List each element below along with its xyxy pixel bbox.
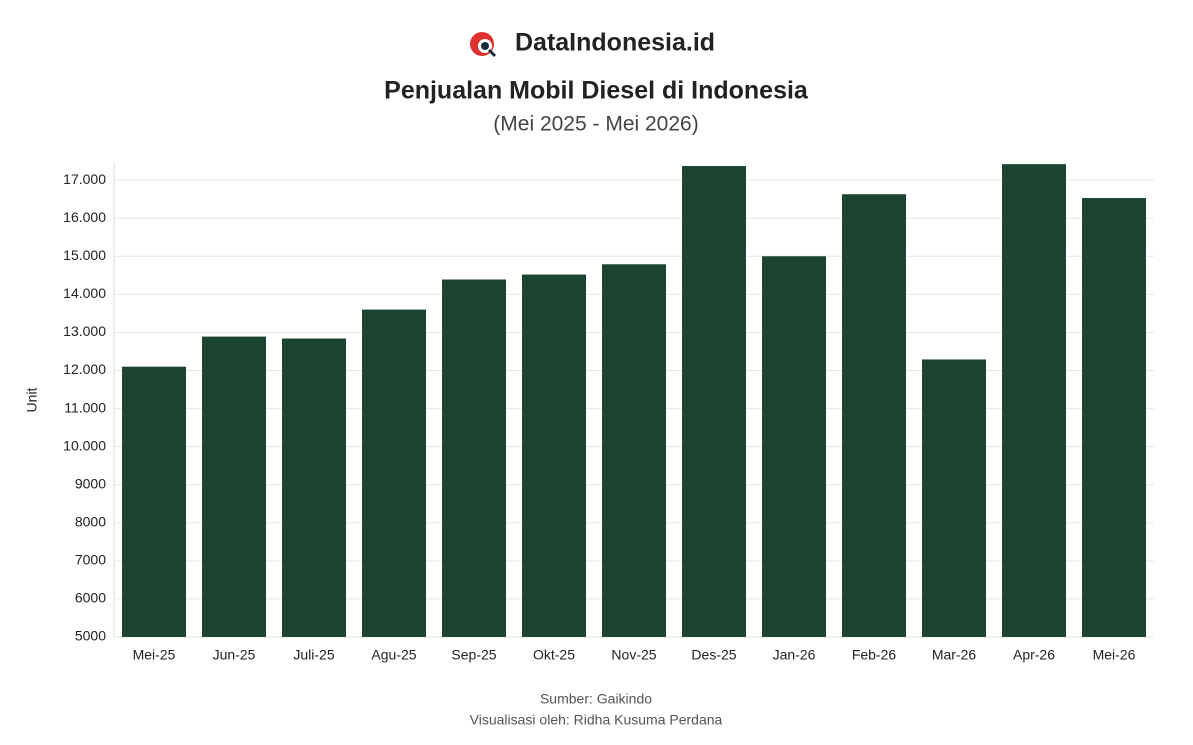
bar [602, 264, 666, 637]
bar [522, 274, 586, 637]
bar [1082, 198, 1146, 638]
x-tick-label: Jan-26 [773, 647, 816, 663]
y-tick-label: 15.000 [63, 247, 106, 263]
bar [202, 336, 266, 637]
y-tick-label: 16.000 [63, 209, 106, 225]
logo [470, 32, 497, 58]
x-tick-label: Juli-25 [293, 647, 334, 663]
bar [362, 309, 426, 637]
bar [922, 359, 986, 637]
bar [842, 194, 906, 637]
x-tick-label: Agu-25 [371, 647, 416, 663]
bar [282, 338, 346, 637]
y-tick-label: 10.000 [63, 437, 106, 453]
y-axis-label: Unit [24, 387, 40, 412]
chart-subtitle: (Mei 2025 - Mei 2026) [493, 113, 698, 136]
y-tick-label: 11.000 [64, 399, 106, 415]
y-tick-label: 7000 [75, 552, 106, 568]
bar [1002, 164, 1066, 638]
bar [762, 256, 826, 637]
x-tick-label: Mei-25 [133, 647, 176, 663]
bar [122, 366, 186, 637]
x-tick-label: Nov-25 [611, 647, 656, 663]
y-tick-label: 13.000 [63, 323, 106, 339]
source: Sumber: Gaikindo [540, 691, 652, 707]
x-tick-label: Mei-26 [1093, 647, 1136, 663]
x-tick-label: Des-25 [691, 647, 736, 663]
bar [682, 166, 746, 637]
y-tick-label: 12.000 [63, 361, 106, 377]
y-tick-label: 5000 [75, 628, 106, 644]
x-tick-label: Feb-26 [852, 647, 897, 663]
x-tick-label: Okt-25 [533, 647, 575, 663]
x-tick-label: Mar-26 [932, 647, 977, 663]
y-tick-label: 6000 [75, 590, 106, 606]
y-tick-label: 17.000 [63, 171, 106, 187]
x-tick-label: Apr-26 [1013, 647, 1055, 663]
chart-title: Penjualan Mobil Diesel di Indonesia [384, 77, 809, 105]
y-tick-label: 9000 [75, 475, 106, 491]
x-tick-label: Jun-25 [213, 647, 256, 663]
x-tick-label: Sep-25 [451, 647, 496, 663]
credit: Visualisasi oleh: Ridha Kusuma Perdana [470, 712, 723, 728]
brand: DataIndonesia.id [515, 29, 715, 57]
y-tick-label: 14.000 [63, 285, 106, 301]
y-tick-label: 8000 [75, 513, 106, 529]
bar [442, 279, 506, 637]
